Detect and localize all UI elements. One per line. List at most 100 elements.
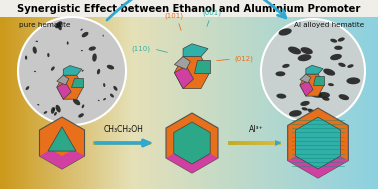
Polygon shape bbox=[48, 127, 76, 151]
Ellipse shape bbox=[302, 107, 308, 111]
Polygon shape bbox=[63, 66, 82, 75]
Ellipse shape bbox=[73, 98, 80, 105]
Ellipse shape bbox=[55, 21, 62, 28]
Ellipse shape bbox=[57, 23, 62, 30]
Polygon shape bbox=[296, 117, 341, 169]
Ellipse shape bbox=[54, 112, 57, 116]
Polygon shape bbox=[39, 149, 85, 169]
Ellipse shape bbox=[279, 28, 292, 36]
Polygon shape bbox=[306, 65, 323, 74]
FancyBboxPatch shape bbox=[0, 0, 378, 17]
Ellipse shape bbox=[36, 41, 38, 42]
Polygon shape bbox=[194, 60, 209, 73]
Polygon shape bbox=[166, 150, 218, 173]
Polygon shape bbox=[57, 82, 71, 99]
Ellipse shape bbox=[97, 69, 100, 74]
Text: Al³⁺: Al³⁺ bbox=[249, 125, 263, 134]
Ellipse shape bbox=[63, 97, 65, 100]
Ellipse shape bbox=[300, 101, 310, 106]
Ellipse shape bbox=[338, 37, 345, 42]
Ellipse shape bbox=[82, 32, 88, 37]
Text: (012): (012) bbox=[234, 56, 253, 62]
Ellipse shape bbox=[81, 50, 83, 51]
Ellipse shape bbox=[34, 71, 36, 72]
Ellipse shape bbox=[70, 89, 74, 92]
Ellipse shape bbox=[107, 65, 114, 70]
Ellipse shape bbox=[82, 105, 84, 108]
Text: CH₃CH₂OH: CH₃CH₂OH bbox=[104, 125, 144, 134]
Polygon shape bbox=[288, 108, 348, 178]
Ellipse shape bbox=[51, 107, 55, 114]
Ellipse shape bbox=[309, 90, 322, 98]
Ellipse shape bbox=[323, 69, 335, 76]
Polygon shape bbox=[296, 117, 341, 169]
Ellipse shape bbox=[338, 63, 345, 67]
Ellipse shape bbox=[322, 97, 330, 101]
Ellipse shape bbox=[282, 64, 290, 68]
Polygon shape bbox=[300, 81, 313, 96]
Polygon shape bbox=[174, 57, 191, 69]
Polygon shape bbox=[300, 74, 311, 83]
Text: Synergistic Effect between Ethanol and Aluminium Promoter: Synergistic Effect between Ethanol and A… bbox=[17, 4, 361, 13]
Ellipse shape bbox=[51, 66, 55, 71]
Ellipse shape bbox=[92, 53, 97, 62]
Ellipse shape bbox=[47, 53, 50, 57]
Polygon shape bbox=[166, 113, 218, 173]
Ellipse shape bbox=[289, 110, 302, 117]
Ellipse shape bbox=[305, 91, 315, 96]
Polygon shape bbox=[39, 117, 85, 169]
Ellipse shape bbox=[78, 113, 84, 118]
Ellipse shape bbox=[81, 29, 83, 31]
Ellipse shape bbox=[312, 112, 322, 117]
Polygon shape bbox=[174, 57, 209, 89]
Circle shape bbox=[261, 19, 365, 123]
Ellipse shape bbox=[347, 64, 353, 68]
Polygon shape bbox=[313, 76, 324, 85]
Ellipse shape bbox=[318, 92, 330, 98]
Ellipse shape bbox=[89, 46, 96, 51]
Ellipse shape bbox=[113, 86, 118, 91]
Polygon shape bbox=[300, 74, 324, 96]
Ellipse shape bbox=[53, 108, 55, 111]
Text: (110): (110) bbox=[131, 46, 150, 52]
Ellipse shape bbox=[43, 111, 47, 114]
Ellipse shape bbox=[26, 86, 29, 90]
Ellipse shape bbox=[288, 46, 301, 54]
Polygon shape bbox=[174, 66, 194, 89]
Ellipse shape bbox=[67, 41, 69, 45]
Ellipse shape bbox=[276, 94, 286, 99]
Polygon shape bbox=[57, 75, 83, 99]
Ellipse shape bbox=[276, 71, 285, 76]
Ellipse shape bbox=[37, 104, 39, 105]
Ellipse shape bbox=[103, 98, 106, 100]
Ellipse shape bbox=[301, 47, 313, 54]
Text: Al alloyed hematite: Al alloyed hematite bbox=[294, 22, 364, 28]
Ellipse shape bbox=[110, 94, 114, 98]
Ellipse shape bbox=[347, 77, 360, 84]
Polygon shape bbox=[71, 78, 83, 87]
Polygon shape bbox=[57, 75, 69, 85]
Text: pure hematite: pure hematite bbox=[19, 22, 71, 28]
Ellipse shape bbox=[307, 75, 314, 79]
Ellipse shape bbox=[328, 83, 334, 86]
Ellipse shape bbox=[82, 70, 84, 72]
Circle shape bbox=[18, 17, 126, 125]
Polygon shape bbox=[174, 122, 210, 164]
Ellipse shape bbox=[339, 94, 349, 100]
Text: (101): (101) bbox=[164, 12, 183, 19]
Ellipse shape bbox=[103, 83, 105, 87]
Ellipse shape bbox=[56, 105, 61, 112]
Ellipse shape bbox=[298, 54, 311, 61]
Polygon shape bbox=[288, 152, 348, 178]
Polygon shape bbox=[183, 44, 208, 57]
Ellipse shape bbox=[102, 35, 104, 37]
Text: (001): (001) bbox=[203, 9, 222, 16]
Ellipse shape bbox=[334, 46, 342, 50]
Ellipse shape bbox=[98, 100, 99, 101]
FancyArrowPatch shape bbox=[107, 0, 286, 20]
Ellipse shape bbox=[33, 46, 37, 54]
Ellipse shape bbox=[330, 39, 337, 43]
Ellipse shape bbox=[307, 109, 314, 113]
Ellipse shape bbox=[25, 56, 27, 60]
Ellipse shape bbox=[330, 54, 342, 60]
